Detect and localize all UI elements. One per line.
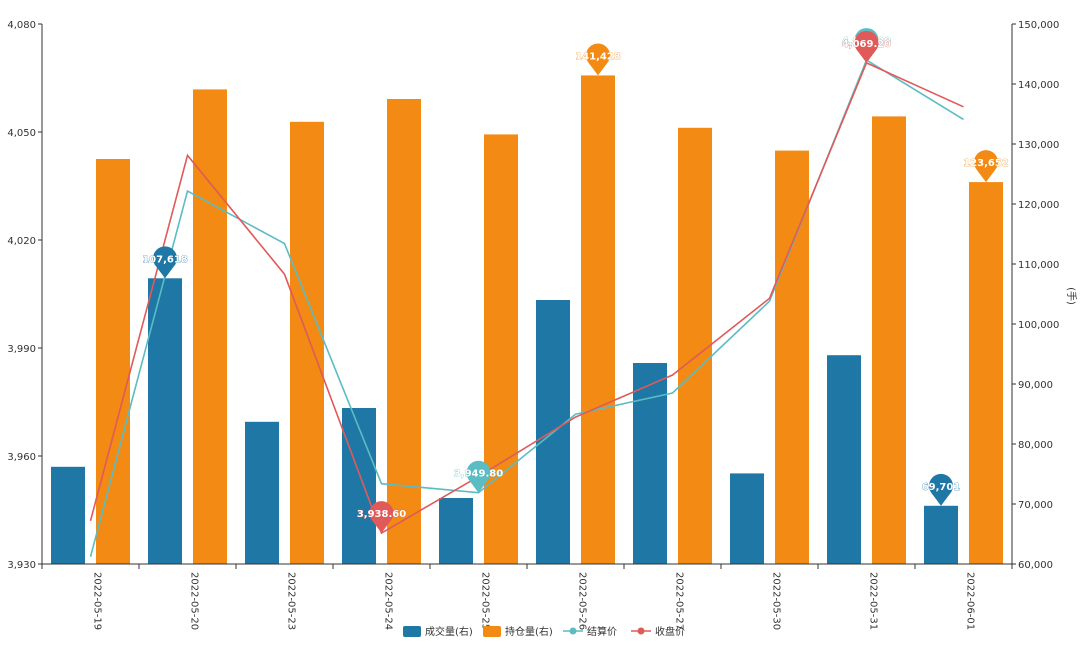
data-marker-pin [369,501,394,534]
right-axis-unit: (手) [1065,287,1078,305]
data-marker-pin [586,43,610,76]
data-marker-pin [153,246,177,279]
data-marker-label: 69,701 [922,482,961,493]
bar-volume [633,363,667,564]
right-axis-tick-label: 60,000 [1018,560,1053,571]
legend-label[interactable]: 收盘价 [655,625,685,638]
legend-swatch-dot[interactable] [569,627,577,635]
line-close [89,61,964,535]
left-axis-tick-label: 4,080 [7,20,36,31]
x-axis-tick-label: 2022-05-19 [92,572,103,630]
x-axis-tick-label: 2022-05-31 [868,572,879,630]
x-axis-tick-label: 2022-05-23 [286,572,297,630]
x-axis-tick-label: 2022-05-27 [674,572,685,630]
legend-label[interactable]: 结算价 [587,625,617,638]
bar-open-interest [872,116,906,565]
bar-open-interest [96,159,130,564]
bar-open-interest [484,134,518,564]
right-axis-tick-label: 80,000 [1018,440,1053,451]
bar-volume [924,505,958,564]
legend-swatch-dot[interactable] [637,627,645,635]
legend-swatch-volume[interactable] [403,626,421,637]
right-axis-tick-label: 130,000 [1018,140,1059,151]
data-marker-label: 4,069.20 [842,39,891,50]
data-marker-pin [974,150,999,183]
bars-layer [51,75,1003,565]
x-axis-tick-label: 2022-05-26 [577,572,588,630]
bar-volume [148,278,182,564]
left-axis-tick-label: 3,990 [7,344,36,355]
data-marker-label: 123,652 [963,158,1009,169]
data-marker-label: 3,938.60 [357,509,406,520]
right-axis-tick-label: 140,000 [1018,80,1059,91]
right-axis-tick-label: 110,000 [1018,260,1059,271]
right-axis-tick-label: 150,000 [1018,20,1059,31]
legend-label[interactable]: 持仓量(右) [505,625,553,638]
bar-open-interest [193,89,227,565]
bar-open-interest [678,127,712,565]
legend[interactable]: 成交量(右) 持仓量(右) 结算价 收盘价 [403,625,685,638]
bar-volume [730,473,764,564]
bar-volume [827,355,861,564]
bar-volume [245,421,279,564]
x-axis-tick-label: 2022-06-01 [965,572,976,630]
bar-open-interest [969,182,1003,564]
bar-volume [439,498,473,564]
axes-layer: 3,930 3,960 3,990 4,020 4,050 4,080 60,000 70,0… [7,20,1078,630]
right-axis-tick-label: 90,000 [1018,380,1053,391]
data-marker-label: 3,949.80 [454,469,503,480]
x-axis-tick-label: 2022-05-30 [771,572,782,630]
data-marker-label: 107,618 [142,254,188,265]
bar-open-interest [290,121,324,565]
right-axis-tick-label: 120,000 [1018,200,1059,211]
left-axis-tick-label: 3,930 [7,560,36,571]
left-axis-tick-label: 3,960 [7,452,36,463]
bar-open-interest [581,75,615,564]
right-axis-tick-label: 70,000 [1018,500,1053,511]
data-marker-pin [854,30,879,63]
bar-open-interest [775,150,809,564]
right-axis-tick-label: 100,000 [1018,320,1059,331]
data-marker-label: 141,428 [575,51,621,62]
legend-label[interactable]: 成交量(右) [425,625,473,638]
data-marker-pin [929,473,954,506]
bar-volume [342,408,376,564]
x-axis-tick-label: 2022-05-24 [383,572,394,630]
left-axis-tick-label: 4,050 [7,128,36,139]
data-marker-pin [466,460,491,493]
markers-layer: 107,61869,701141,428123,6523,949.804,070… [142,28,1009,534]
legend-swatch-open-interest[interactable] [483,626,501,637]
left-axis-tick-label: 4,020 [7,236,36,247]
bar-open-interest [387,99,421,564]
bar-volume [51,466,85,564]
x-axis-tick-label: 2022-05-25 [480,572,491,630]
x-axis-tick-label: 2022-05-20 [189,572,200,630]
lines-layer [89,58,964,558]
